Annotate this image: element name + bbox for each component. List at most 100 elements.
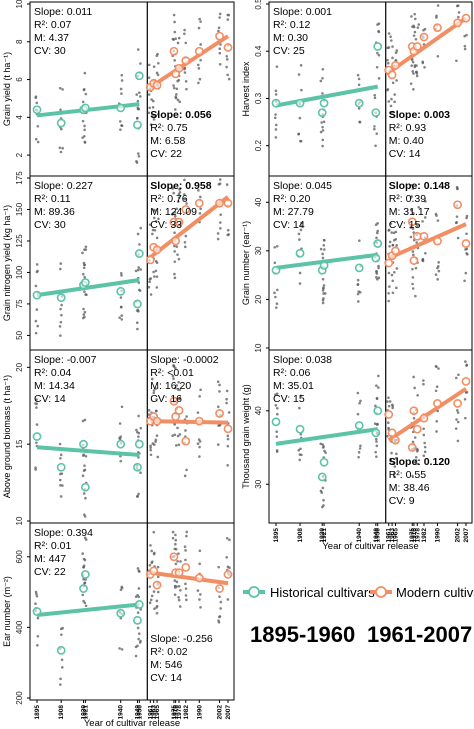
replicate-point (155, 398, 158, 401)
replicate-point (375, 276, 378, 279)
historical-mean-point (133, 615, 142, 625)
replicate-point (321, 277, 325, 281)
replicate-point (36, 124, 40, 128)
replicate-point (423, 65, 426, 69)
y-axis-label: Harvest index (241, 61, 251, 117)
historical-mean-point (32, 607, 42, 616)
replicate-point (357, 107, 361, 110)
replicate-point (437, 261, 440, 264)
replicate-point (375, 384, 378, 387)
replicate-point (297, 232, 301, 236)
modern-mean-point (453, 200, 463, 210)
replicate-point (183, 178, 186, 182)
replicate-point (118, 422, 122, 425)
replicate-point (183, 193, 186, 196)
replicate-point (413, 30, 417, 34)
replicate-point (120, 314, 124, 317)
replicate-point (297, 448, 301, 452)
replicate-point (274, 123, 278, 127)
replicate-point (456, 236, 460, 240)
replicate-point (377, 386, 380, 389)
y-tick-label: 0.5 (254, 0, 263, 10)
replicate-point (410, 64, 413, 67)
replicate-point (436, 278, 439, 281)
replicate-point (275, 450, 279, 453)
replicate-point (174, 542, 177, 546)
replicate-point (389, 458, 392, 461)
replicate-point (411, 276, 415, 279)
y-tick-label: 200 (15, 691, 24, 705)
replicate-point (386, 400, 389, 403)
replicate-point (152, 391, 156, 395)
replicate-point (185, 468, 188, 472)
replicate-point (436, 219, 440, 222)
replicate-point (136, 626, 140, 630)
replicate-point (463, 398, 467, 401)
historical-mean-point (317, 472, 327, 482)
replicate-point (149, 277, 152, 280)
replicate-point (178, 100, 182, 104)
replicate-point (135, 93, 139, 96)
replicate-point (435, 430, 438, 433)
replicate-point (137, 152, 140, 155)
replicate-point (178, 396, 182, 400)
replicate-point (423, 450, 427, 454)
stat-text: R²: 0.02 (150, 646, 188, 658)
replicate-point (81, 136, 84, 139)
modern-mean-point (461, 239, 471, 248)
historical-mean-point (80, 570, 90, 579)
replicate-point (61, 484, 64, 487)
replicate-point (298, 458, 302, 462)
replicate-point (321, 443, 324, 446)
replicate-point (465, 247, 469, 251)
replicate-point (463, 279, 466, 283)
replicate-point (149, 544, 152, 547)
replicate-point (153, 114, 157, 117)
replicate-point (138, 570, 141, 573)
x-axis-label: Year of cultivar release (322, 541, 418, 552)
y-tick-label: 175 (15, 171, 24, 185)
replicate-point (358, 447, 362, 450)
replicate-point (154, 269, 158, 273)
replicate-point (173, 579, 177, 582)
replicate-point (138, 95, 142, 98)
replicate-point (154, 387, 158, 390)
historical-mean-point (354, 421, 364, 430)
replicate-point (410, 209, 413, 212)
replicate-point (197, 438, 201, 441)
replicate-point (391, 110, 395, 114)
replicate-point (299, 432, 303, 436)
historical-mean-point (79, 584, 88, 593)
replicate-point (454, 376, 458, 380)
replicate-point (150, 594, 154, 598)
replicate-point (276, 412, 279, 416)
replicate-point (389, 104, 393, 108)
stat-text: CV: 16 (150, 393, 182, 405)
replicate-point (422, 427, 425, 431)
replicate-point (416, 462, 420, 466)
x-tick-label: 1975 (171, 705, 178, 720)
historical-mean-point (295, 424, 305, 434)
replicate-point (275, 302, 279, 305)
replicate-point (394, 456, 398, 460)
replicate-point (387, 271, 391, 275)
modern-mean-point (391, 246, 400, 256)
y-tick-label: 20 (15, 362, 24, 371)
stat-text: R²: 0.04 (34, 367, 72, 379)
replicate-point (228, 538, 231, 542)
replicate-point (60, 658, 64, 662)
replicate-point (154, 219, 158, 223)
replicate-point (153, 551, 156, 555)
replicate-point (198, 549, 202, 553)
replicate-point (172, 86, 176, 90)
stat-text: M: 546 (150, 659, 182, 671)
replicate-point (171, 37, 175, 41)
replicate-point (388, 285, 391, 288)
replicate-point (183, 67, 186, 71)
modern-mean-point (433, 399, 442, 408)
replicate-point (136, 593, 139, 597)
replicate-point (173, 272, 176, 276)
x-tick-label: 1976 (411, 528, 418, 543)
replicate-point (322, 498, 325, 502)
